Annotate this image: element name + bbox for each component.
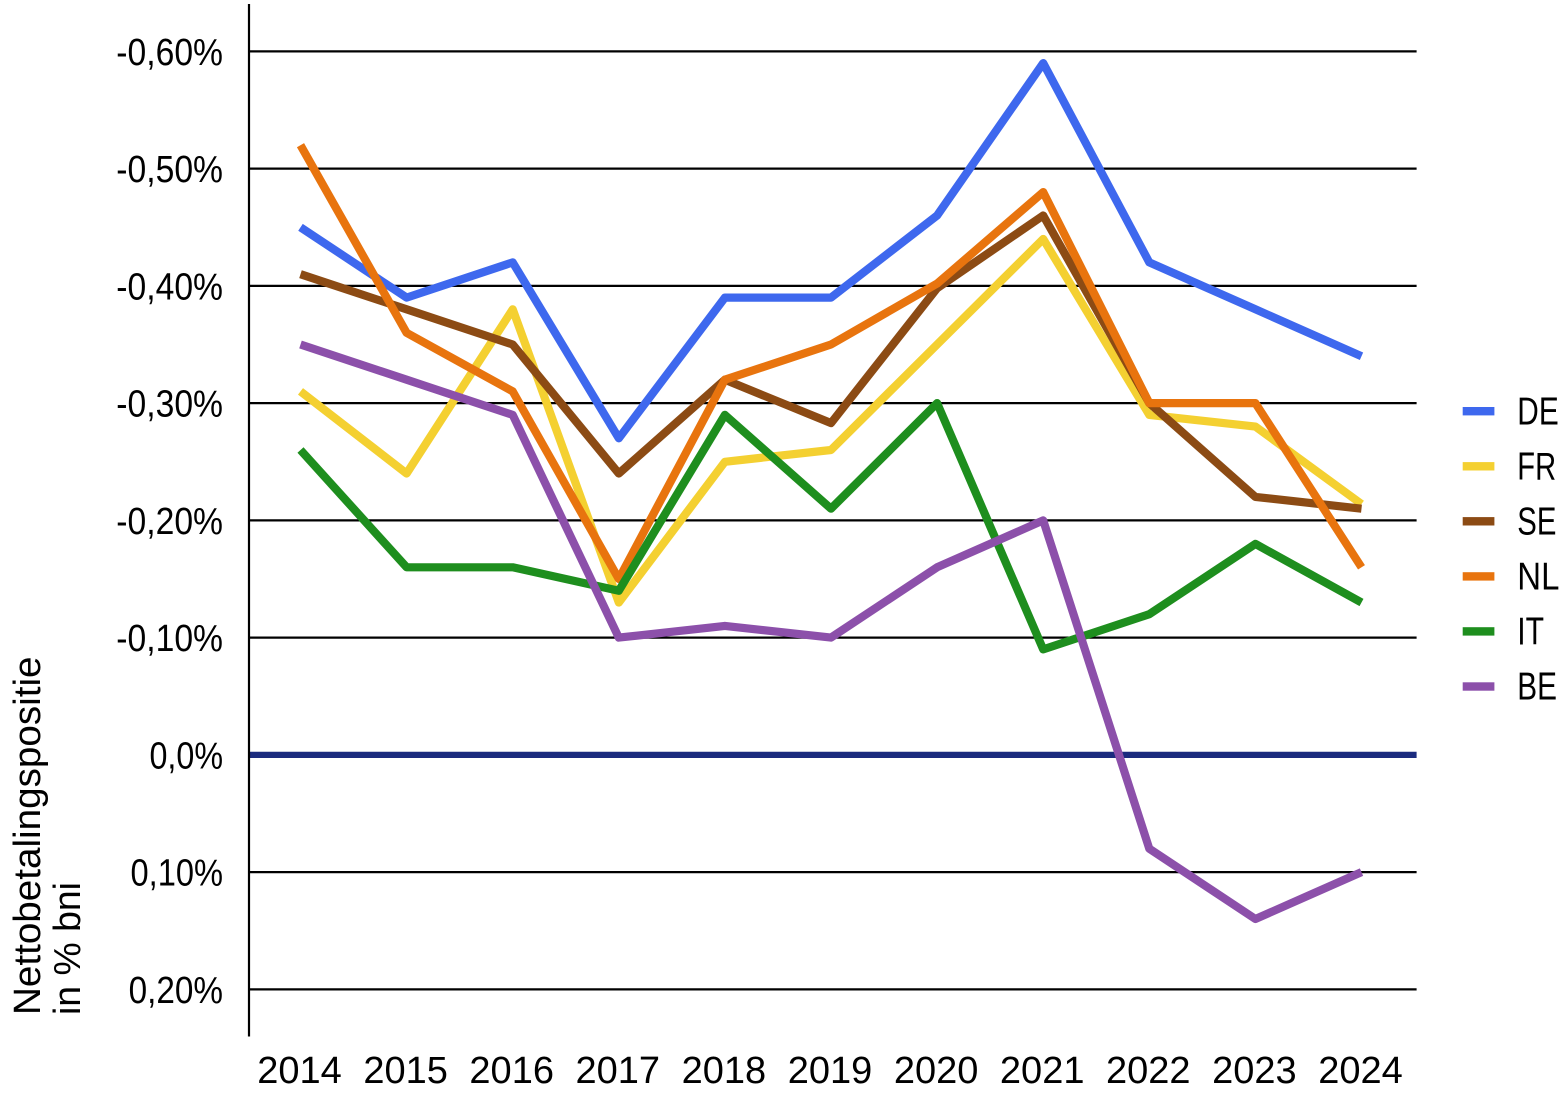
- svg-text:-0,10%: -0,10%: [116, 618, 223, 660]
- svg-text:0,10%: 0,10%: [131, 853, 224, 895]
- svg-text:0,0%: 0,0%: [150, 735, 224, 777]
- svg-text:NL: NL: [1517, 556, 1559, 599]
- svg-text:-0,40%: -0,40%: [116, 266, 223, 308]
- svg-text:-0,50%: -0,50%: [116, 149, 223, 191]
- svg-text:2018: 2018: [682, 1050, 767, 1092]
- svg-text:Nettobetalingspositie: Nettobetalingspositie: [7, 657, 49, 1016]
- svg-text:-0,60%: -0,60%: [116, 32, 223, 74]
- svg-text:-0,20%: -0,20%: [116, 501, 223, 543]
- svg-text:2024: 2024: [1318, 1050, 1403, 1092]
- svg-text:2020: 2020: [894, 1050, 979, 1092]
- svg-text:2017: 2017: [576, 1050, 661, 1092]
- svg-text:IT: IT: [1517, 611, 1544, 654]
- svg-text:2019: 2019: [788, 1050, 873, 1092]
- svg-text:2021: 2021: [1000, 1050, 1085, 1092]
- svg-text:2016: 2016: [469, 1050, 554, 1092]
- svg-text:DE: DE: [1517, 390, 1558, 433]
- svg-text:in % bni: in % bni: [47, 882, 89, 1015]
- svg-text:2015: 2015: [363, 1050, 448, 1092]
- svg-text:BE: BE: [1517, 666, 1557, 709]
- svg-text:2014: 2014: [257, 1050, 342, 1092]
- svg-text:-0,30%: -0,30%: [116, 384, 223, 426]
- svg-text:0,20%: 0,20%: [129, 970, 223, 1012]
- svg-text:SE: SE: [1517, 501, 1556, 544]
- svg-text:FR: FR: [1517, 446, 1556, 489]
- svg-text:2023: 2023: [1212, 1050, 1297, 1092]
- svg-text:2022: 2022: [1106, 1050, 1191, 1092]
